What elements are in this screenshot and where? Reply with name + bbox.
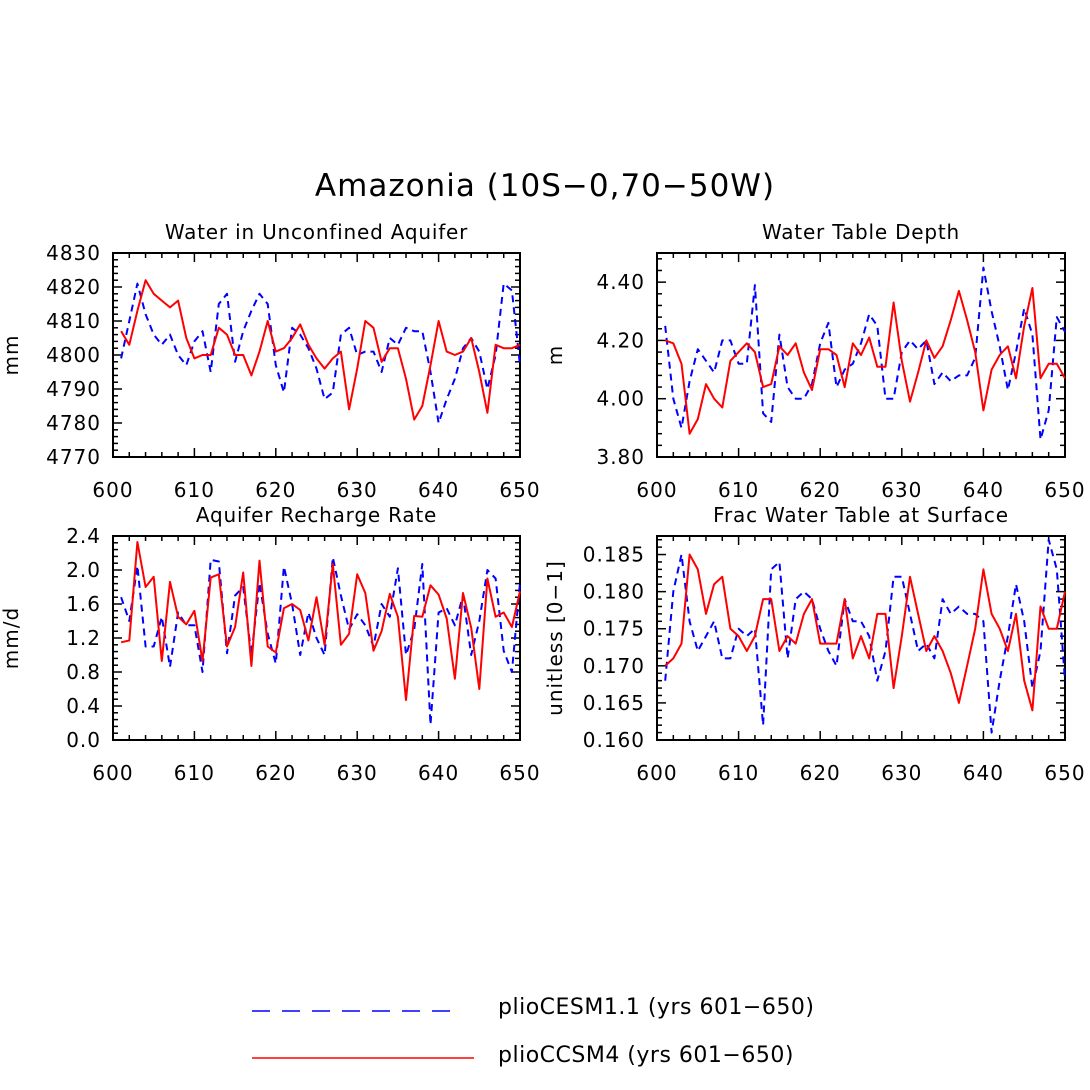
- x-tick-label: 620: [800, 761, 841, 785]
- y-tick-label: 0.165: [583, 691, 645, 715]
- panel-title: Aquifer Recharge Rate: [196, 503, 437, 527]
- x-tick-label: 630: [881, 478, 922, 502]
- legend-label-pliocesm: plioCESM1.1 (yrs 601−650): [498, 995, 815, 1020]
- x-tick-label: 610: [718, 478, 759, 502]
- y-tick-label: 0.4: [66, 694, 101, 718]
- y-tick-label: 4.20: [596, 328, 645, 352]
- plot-frame: [112, 252, 521, 458]
- y-axis-label: m: [543, 345, 567, 365]
- chart-panel-4: Frac Water Table at Surface 600 610 620 630 6…: [543, 503, 1085, 785]
- y-tick-label: 2.4: [66, 524, 101, 548]
- y-tick-label: 4810: [46, 309, 101, 333]
- y-tick-label: 1.2: [66, 626, 101, 650]
- y-tick-label: 0.160: [583, 728, 645, 752]
- panel-title: Frac Water Table at Surface: [713, 503, 1009, 527]
- figure-title: Amazonia (10S−0,70−50W): [314, 168, 776, 204]
- x-tick-label: 610: [718, 761, 759, 785]
- y-tick-label: 0.185: [583, 543, 645, 567]
- x-tick-label: 640: [963, 478, 1004, 502]
- x-tick-label: 610: [174, 761, 215, 785]
- series-line-pliocsm4: [120, 279, 521, 421]
- legend: plioCESM1.1 (yrs 601−650) plioCCSM4 (yrs…: [240, 985, 940, 1085]
- y-tick-label: 4790: [46, 377, 101, 401]
- x-tick-label: 640: [418, 761, 459, 785]
- x-tick-label: 640: [418, 478, 459, 502]
- y-tick-label: 4820: [46, 275, 101, 299]
- y-tick-label: 0.170: [583, 654, 645, 678]
- chart-panel-1: Water in Unconfined Aquifer 600 610 620 630 6…: [0, 220, 540, 502]
- y-axis-label: mm: [0, 335, 23, 376]
- y-tick-label: 0.8: [66, 660, 101, 684]
- panel-title: Water in Unconfined Aquifer: [165, 220, 468, 244]
- legend-swatches: [252, 1010, 474, 1059]
- legend-label-pliocsm4: plioCCSM4 (yrs 601−650): [498, 1043, 794, 1068]
- x-tick-label: 600: [636, 761, 677, 785]
- series-line-pliocesm: [120, 282, 521, 424]
- chart-panel-3: Aquifer Recharge Rate 600 610 620 630 640 650 0…: [0, 503, 540, 785]
- x-tick-label: 610: [174, 478, 215, 502]
- x-tick-label: 620: [800, 478, 841, 502]
- panel-title: Water Table Depth: [762, 220, 960, 244]
- y-tick-label: 4830: [46, 241, 101, 265]
- x-tick-label: 650: [1044, 761, 1085, 785]
- y-tick-label: 0.180: [583, 580, 645, 604]
- chart-panel-2: Water Table Depth 600 610 620 630 640 650 3.80 4…: [543, 220, 1085, 502]
- series-line-pliocsm4: [120, 541, 521, 701]
- x-tick-label: 620: [255, 761, 296, 785]
- y-tick-label: 4800: [46, 343, 101, 367]
- x-tick-label: 650: [499, 761, 540, 785]
- y-tick-label: 4780: [46, 411, 101, 435]
- y-tick-label: 1.6: [66, 592, 101, 616]
- series-line-pliocsm4: [664, 553, 1066, 712]
- x-tick-label: 620: [255, 478, 296, 502]
- plot-frame: [656, 252, 1066, 458]
- y-tick-label: 4.40: [596, 270, 645, 294]
- x-tick-label: 630: [337, 761, 378, 785]
- x-tick-label: 650: [1044, 478, 1085, 502]
- y-tick-label: 4770: [46, 445, 101, 469]
- y-tick-label: 4.00: [596, 387, 645, 411]
- series-line-pliocesm: [120, 556, 521, 726]
- x-tick-label: 630: [881, 761, 922, 785]
- y-tick-label: 2.0: [66, 558, 101, 582]
- series-line-pliocsm4: [664, 287, 1066, 435]
- y-tick-label: 0.0: [66, 728, 101, 752]
- x-tick-label: 650: [499, 478, 540, 502]
- y-axis-label: unitless [0−1]: [543, 560, 567, 716]
- series-line-pliocesm: [664, 538, 1066, 734]
- x-tick-label: 600: [636, 478, 677, 502]
- x-tick-label: 640: [963, 761, 1004, 785]
- x-tick-label: 630: [337, 478, 378, 502]
- x-tick-label: 600: [92, 761, 133, 785]
- x-tick-label: 600: [92, 478, 133, 502]
- series-line-pliocesm: [664, 266, 1066, 441]
- y-tick-label: 0.175: [583, 617, 645, 641]
- y-tick-label: 3.80: [596, 445, 645, 469]
- y-axis-label: mm/d: [0, 607, 23, 669]
- plot-frame: [656, 535, 1066, 741]
